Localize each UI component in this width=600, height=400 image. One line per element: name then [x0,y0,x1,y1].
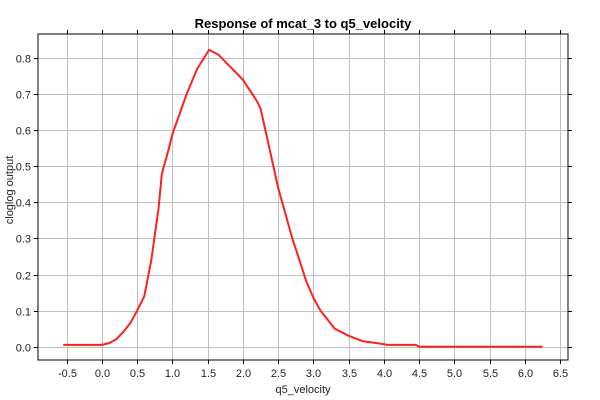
x-tick-label: 2.5 [271,368,286,380]
y-tick-label: 0.5 [16,162,31,174]
y-tick-label: 0.1 [16,307,31,319]
y-tick-label: 0.2 [16,271,31,283]
x-tick-label: 1.0 [165,368,180,380]
x-tick-label: 6.0 [518,368,533,380]
y-tick-label: 0.4 [16,198,31,210]
x-tick-label: 3.5 [342,368,357,380]
x-tick-label: 3.0 [306,368,321,380]
y-axis-label: cloglog output [4,156,16,225]
x-tick-label: 5.0 [447,368,462,380]
x-tick-label: 1.5 [201,368,216,380]
x-tick-label: 5.5 [483,368,498,380]
chart-title: Response of mcat_3 to q5_velocity [195,16,413,31]
y-tick-label: 0.8 [16,54,31,66]
series-line-response [63,48,543,348]
x-tick-label: -0.5 [58,368,77,380]
x-tick-label: 0.5 [130,368,145,380]
y-tick-label: 0.7 [16,90,31,102]
y-tick-label: 0.6 [16,126,31,138]
grid [38,34,568,360]
plot-frame [37,33,569,361]
x-tick-label: 4.5 [412,368,427,380]
ticks: -0.5 0.0 0.5 1.0 1.5 2.0 2.5 3.0 3.5 4.0 4.5 5.0 5.5… [16,30,572,380]
y-tick-label: 0.3 [16,234,31,246]
x-tick-label: 4.0 [377,368,392,380]
x-tick-label: 0.0 [95,368,110,380]
x-axis-label: q5_velocity [275,384,331,396]
y-tick-label: 0.0 [16,343,31,355]
x-tick-label: 6.5 [553,368,568,380]
x-tick-label: 2.0 [236,368,251,380]
